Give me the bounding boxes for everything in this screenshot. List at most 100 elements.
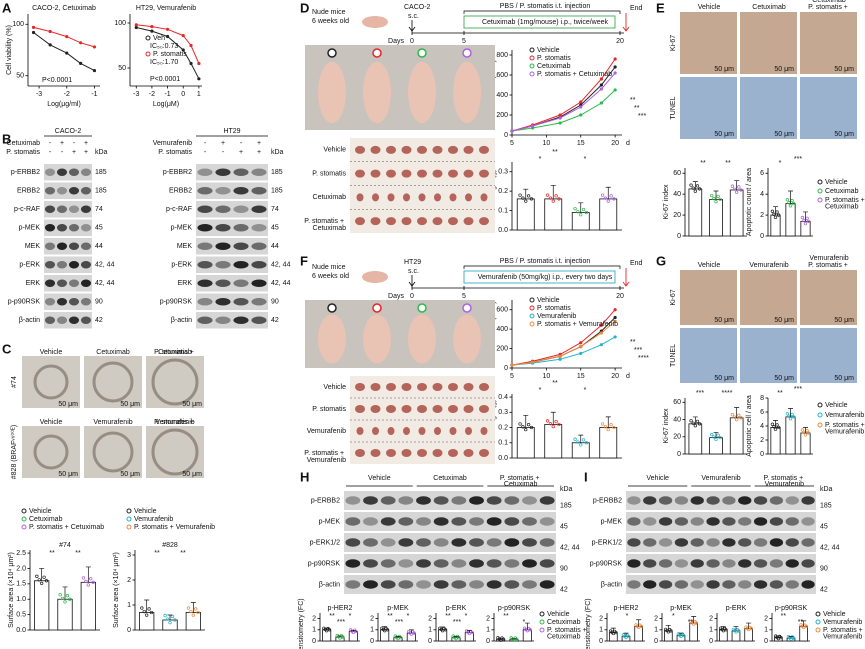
tumor xyxy=(355,405,365,413)
legend-marker xyxy=(145,51,151,57)
blot-band xyxy=(504,559,520,568)
kda-label: 185 xyxy=(271,169,283,176)
blot-band xyxy=(769,580,784,589)
kda-label: 42, 44 xyxy=(95,280,115,287)
injection-bracket xyxy=(463,10,621,14)
y-tick-label: 2 xyxy=(312,615,316,622)
legend-label: Vemurafenib xyxy=(537,313,576,320)
legend-label: P. stomatis xyxy=(537,305,571,312)
treatment-label: P. stomatis xyxy=(158,149,192,156)
bar-dot xyxy=(735,418,739,422)
blot-row-label: p-p90RSK xyxy=(308,560,341,567)
blot-band xyxy=(801,559,815,568)
group-label: Vehicle xyxy=(646,475,669,482)
significance: ** xyxy=(387,613,393,620)
y-tick-label: 50 xyxy=(16,73,24,80)
bar xyxy=(516,427,535,459)
blot-band xyxy=(469,559,484,568)
blot-band xyxy=(690,538,704,547)
tumor xyxy=(417,383,427,391)
tumor xyxy=(479,217,489,226)
blot-band xyxy=(469,580,484,589)
significance: ** xyxy=(700,160,706,167)
kda-unit: kDa xyxy=(820,486,833,493)
y-tick-label: 2.0 xyxy=(16,565,26,572)
day-label: 0 xyxy=(410,293,414,300)
bar xyxy=(800,220,811,237)
y-tick-label: 400 xyxy=(496,326,508,333)
y-tick-label: 1 xyxy=(370,627,374,634)
y-tick-label: 600 xyxy=(496,307,508,314)
blot-band xyxy=(753,496,768,505)
bar-dot xyxy=(803,433,808,437)
data-point xyxy=(579,345,583,349)
group-marker xyxy=(327,303,337,313)
legend-label: P. stomatis xyxy=(537,55,571,62)
bar xyxy=(729,417,744,455)
bar-dot xyxy=(147,607,151,611)
blot-band xyxy=(674,580,689,589)
mice-label: Nude mice xyxy=(312,264,346,271)
blot-band xyxy=(345,517,361,526)
blot-row-label: p-p90RSK xyxy=(590,560,623,567)
tumor xyxy=(370,145,381,154)
blot-band xyxy=(68,168,80,176)
bar-dot xyxy=(773,427,778,431)
legend-marker xyxy=(21,516,27,522)
bar-dot xyxy=(681,633,686,638)
bar-dot xyxy=(191,613,195,617)
blot-membrane xyxy=(626,491,816,510)
blot-band xyxy=(722,496,736,505)
image-label: Vehicle xyxy=(40,349,63,356)
blot-band xyxy=(416,580,431,589)
blot-band xyxy=(197,261,213,269)
tumor-label: P. stomatis + Vemurafenib xyxy=(304,450,346,464)
error-bar xyxy=(350,630,356,632)
data-point xyxy=(134,23,138,27)
y-tick-label: 2 xyxy=(760,437,764,444)
y-tick-label: 40 xyxy=(673,416,681,423)
mice-label: Nude mice xyxy=(312,9,346,16)
row-label: #828 (BRAFᵛ⁶⁰⁰ᴱ) xyxy=(10,425,18,479)
bar-dot xyxy=(773,215,778,219)
tumor xyxy=(432,405,443,413)
blot-band xyxy=(690,496,704,505)
chart-title: p-HER2 xyxy=(614,605,639,612)
y-tick-label: 1 xyxy=(312,627,316,634)
legend-marker xyxy=(815,627,821,633)
blot-band xyxy=(658,559,673,568)
y-tick-label: 4 xyxy=(760,191,764,198)
x-tick-label: 20 xyxy=(611,140,619,147)
blot-band xyxy=(44,168,56,176)
y-tick-label: 0 xyxy=(677,233,681,240)
blot-band xyxy=(522,580,537,589)
y-tick-label: 0.2 xyxy=(498,424,508,431)
blot-band xyxy=(251,261,267,269)
bar-dot xyxy=(470,630,474,635)
bar-dot xyxy=(724,628,728,632)
y-axis-label: Densitometry (FC) xyxy=(298,598,305,649)
scale-label: 50 μm xyxy=(834,375,854,382)
blot-band xyxy=(80,261,92,269)
tumor xyxy=(463,383,474,391)
scale-label: 50 μm xyxy=(774,66,794,73)
bar-dot xyxy=(790,412,794,417)
y-tick-label: 600 xyxy=(496,72,508,79)
legend-marker xyxy=(529,55,535,61)
blot-membrane xyxy=(196,256,268,273)
ihc-image xyxy=(800,77,857,139)
data-point xyxy=(579,341,583,345)
bar xyxy=(322,629,332,642)
blot-membrane xyxy=(44,164,92,181)
end-label: End xyxy=(630,260,643,267)
tumor-label: Vemurafenib xyxy=(307,428,346,435)
data-point xyxy=(181,48,185,52)
data-point xyxy=(165,27,170,31)
blot-row-label: p-MEK xyxy=(171,225,193,232)
bar-dot xyxy=(584,441,589,445)
chart-title: CACO-2, Cetuximab xyxy=(32,5,96,12)
blot-band xyxy=(233,168,249,176)
blot-band xyxy=(380,496,396,505)
error-bar xyxy=(85,566,91,583)
chart-title: p-MEK xyxy=(387,605,409,612)
